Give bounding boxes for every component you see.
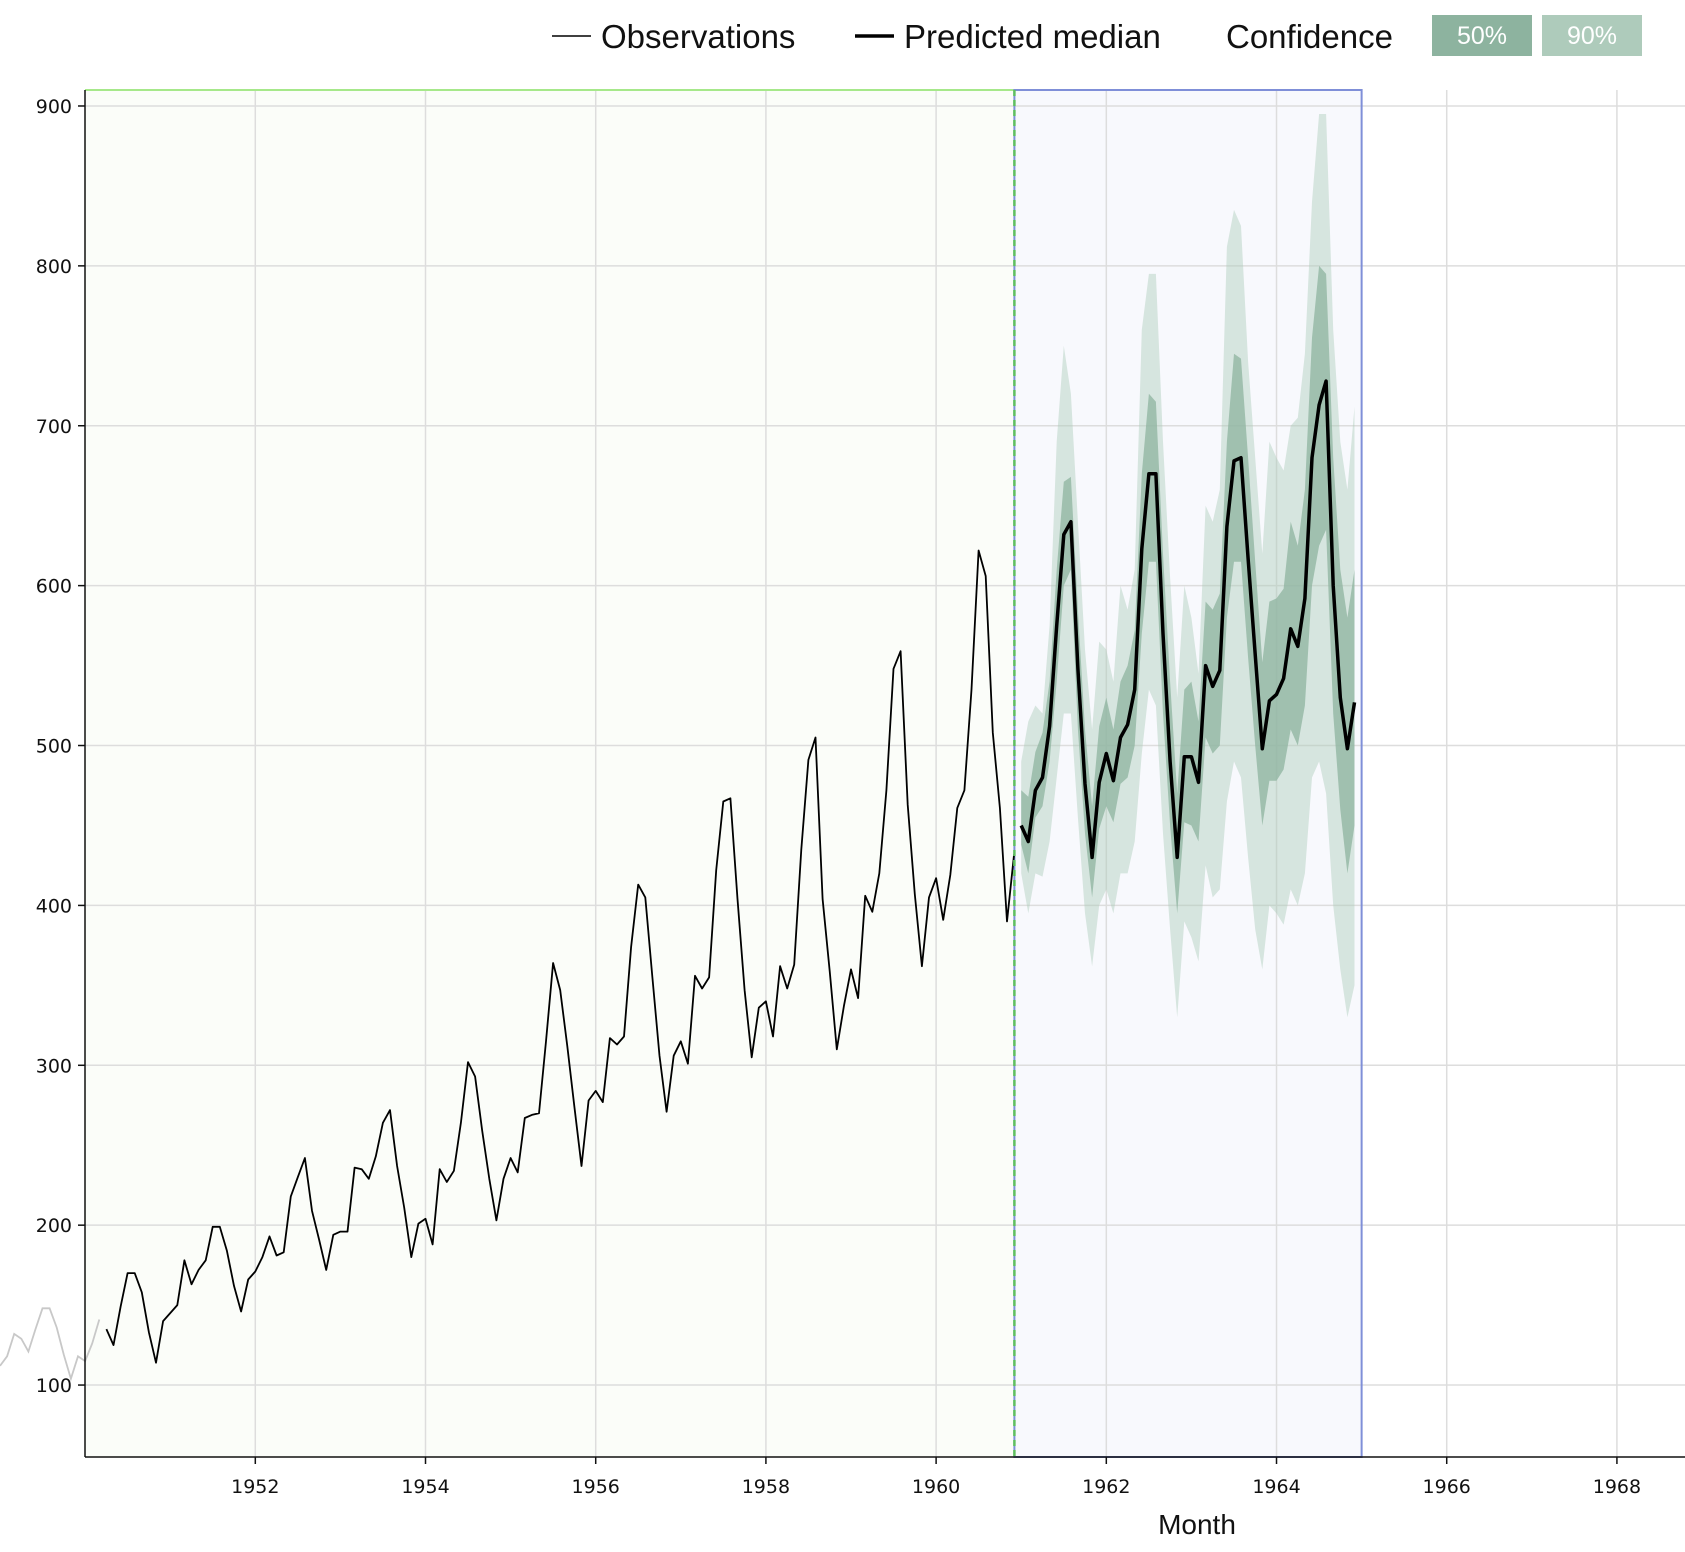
- gridlines: [85, 90, 1685, 1457]
- x-tick-label: 1964: [1252, 1476, 1300, 1498]
- y-axis-ticks: 100 200 300 400 500 600 700 800 900: [36, 96, 85, 1397]
- predicted-median-line: [1019, 379, 1357, 860]
- x-tick-label: 1954: [401, 1476, 449, 1498]
- y-tick-label: 200: [36, 1215, 72, 1237]
- x-tick-label: 1952: [231, 1476, 279, 1498]
- y-tick-label: 600: [36, 576, 72, 598]
- x-tick-label: 1968: [1593, 1476, 1641, 1498]
- x-tick-label: 1958: [742, 1476, 790, 1498]
- y-tick-label: 500: [36, 736, 72, 758]
- x-axis-ticks: 1952 1954 1956 1958 1960 1962 1964 1966 1968: [231, 1457, 1641, 1498]
- x-tick-label: 1956: [572, 1476, 620, 1498]
- observations-line: [105, 549, 1015, 1364]
- x-tick-label: 1966: [1423, 1476, 1471, 1498]
- band-50-percent: [1021, 265, 1355, 914]
- legend-observations-label: Observations: [601, 18, 795, 55]
- y-tick-label: 900: [36, 96, 72, 118]
- legend-badge-90-swatch: [1542, 15, 1642, 56]
- legend-confidence-label: Confidence: [1226, 18, 1393, 55]
- y-tick-label: 400: [36, 895, 72, 917]
- legend: Observations Predicted median Confidence…: [552, 15, 1642, 56]
- history-region: [85, 90, 1015, 1457]
- legend-badge-50-swatch: [1432, 15, 1532, 56]
- x-tick-label: 1960: [912, 1476, 960, 1498]
- y-tick-label: 800: [36, 256, 72, 278]
- y-tick-label: 300: [36, 1055, 72, 1077]
- x-tick-label: 1962: [1082, 1476, 1130, 1498]
- y-tick-label: 700: [36, 416, 72, 438]
- context-line: [0, 1307, 101, 1382]
- legend-predicted-label: Predicted median: [904, 18, 1161, 55]
- legend-badge-90-label: 90%: [1567, 22, 1617, 50]
- x-axis-title: Month: [1158, 1509, 1236, 1540]
- y-tick-label: 100: [36, 1375, 72, 1397]
- legend-badge-50-label: 50%: [1457, 22, 1507, 50]
